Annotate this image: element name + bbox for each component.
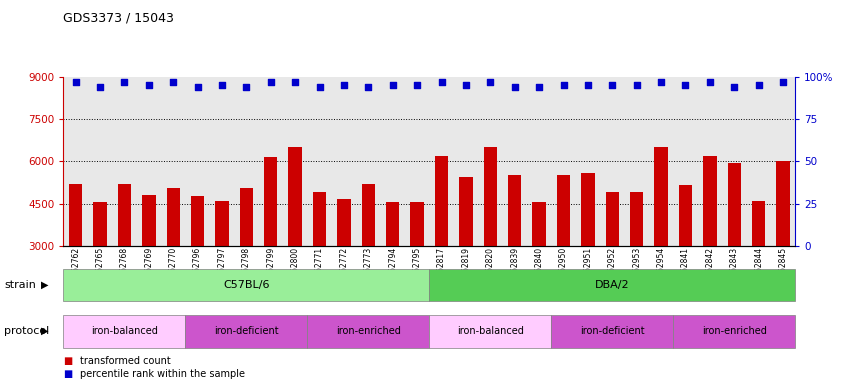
Bar	[361, 184, 375, 246]
Text: ■: ■	[63, 369, 73, 379]
Point	[459, 82, 473, 88]
Bar	[557, 175, 570, 246]
Text: strain: strain	[4, 280, 36, 290]
Text: percentile rank within the sample: percentile rank within the sample	[80, 369, 245, 379]
Point	[410, 82, 424, 88]
Text: protocol: protocol	[4, 326, 49, 336]
Bar	[654, 147, 667, 246]
Bar	[69, 184, 82, 246]
Bar	[410, 202, 424, 246]
Text: iron-deficient: iron-deficient	[580, 326, 645, 336]
Point	[654, 79, 667, 85]
Point	[288, 79, 302, 85]
Point	[338, 82, 351, 88]
Point	[386, 82, 399, 88]
Bar	[313, 192, 327, 246]
Bar	[307, 315, 429, 348]
Text: iron-enriched: iron-enriched	[702, 326, 766, 336]
Point	[167, 79, 180, 85]
Text: transformed count: transformed count	[80, 356, 171, 366]
Point	[215, 82, 228, 88]
Bar	[215, 201, 228, 246]
Point	[703, 79, 717, 85]
Bar	[264, 157, 277, 246]
Bar	[484, 147, 497, 246]
Bar	[703, 156, 717, 246]
Bar	[552, 315, 673, 348]
Point	[191, 84, 205, 90]
Point	[606, 82, 619, 88]
Point	[264, 79, 277, 85]
Bar	[118, 184, 131, 246]
Text: C57BL/6: C57BL/6	[223, 280, 270, 290]
Point	[118, 79, 131, 85]
Point	[361, 84, 375, 90]
Bar	[429, 269, 795, 301]
Bar	[508, 175, 521, 246]
Bar	[63, 315, 185, 348]
Point	[678, 82, 692, 88]
Point	[484, 79, 497, 85]
Bar	[728, 163, 741, 246]
Point	[777, 79, 790, 85]
Bar	[93, 202, 107, 246]
Point	[532, 84, 546, 90]
Point	[435, 79, 448, 85]
Text: GDS3373 / 15043: GDS3373 / 15043	[63, 12, 174, 25]
Bar	[429, 315, 552, 348]
Text: iron-deficient: iron-deficient	[214, 326, 278, 336]
Bar	[142, 195, 156, 246]
Text: iron-balanced: iron-balanced	[457, 326, 524, 336]
Point	[69, 79, 82, 85]
Bar	[288, 147, 302, 246]
Bar	[185, 315, 307, 348]
Bar	[532, 202, 546, 246]
Point	[93, 84, 107, 90]
Text: iron-enriched: iron-enriched	[336, 326, 401, 336]
Bar	[191, 197, 205, 246]
Text: DBA/2: DBA/2	[595, 280, 629, 290]
Bar	[673, 315, 795, 348]
Text: ■: ■	[63, 356, 73, 366]
Bar	[167, 188, 180, 246]
Point	[313, 84, 327, 90]
Bar	[435, 156, 448, 246]
Bar	[338, 199, 351, 246]
Point	[581, 82, 595, 88]
Point	[630, 82, 644, 88]
Bar	[752, 201, 766, 246]
Point	[508, 84, 521, 90]
Bar	[386, 202, 399, 246]
Text: ▶: ▶	[41, 326, 48, 336]
Point	[752, 82, 766, 88]
Bar	[63, 269, 429, 301]
Point	[239, 84, 253, 90]
Bar	[459, 177, 473, 246]
Point	[142, 82, 156, 88]
Bar	[606, 192, 619, 246]
Bar	[581, 172, 595, 246]
Text: ▶: ▶	[41, 280, 48, 290]
Point	[557, 82, 570, 88]
Bar	[239, 188, 253, 246]
Bar	[678, 185, 692, 246]
Point	[728, 84, 741, 90]
Bar	[630, 192, 644, 246]
Text: iron-balanced: iron-balanced	[91, 326, 158, 336]
Bar	[777, 161, 790, 246]
